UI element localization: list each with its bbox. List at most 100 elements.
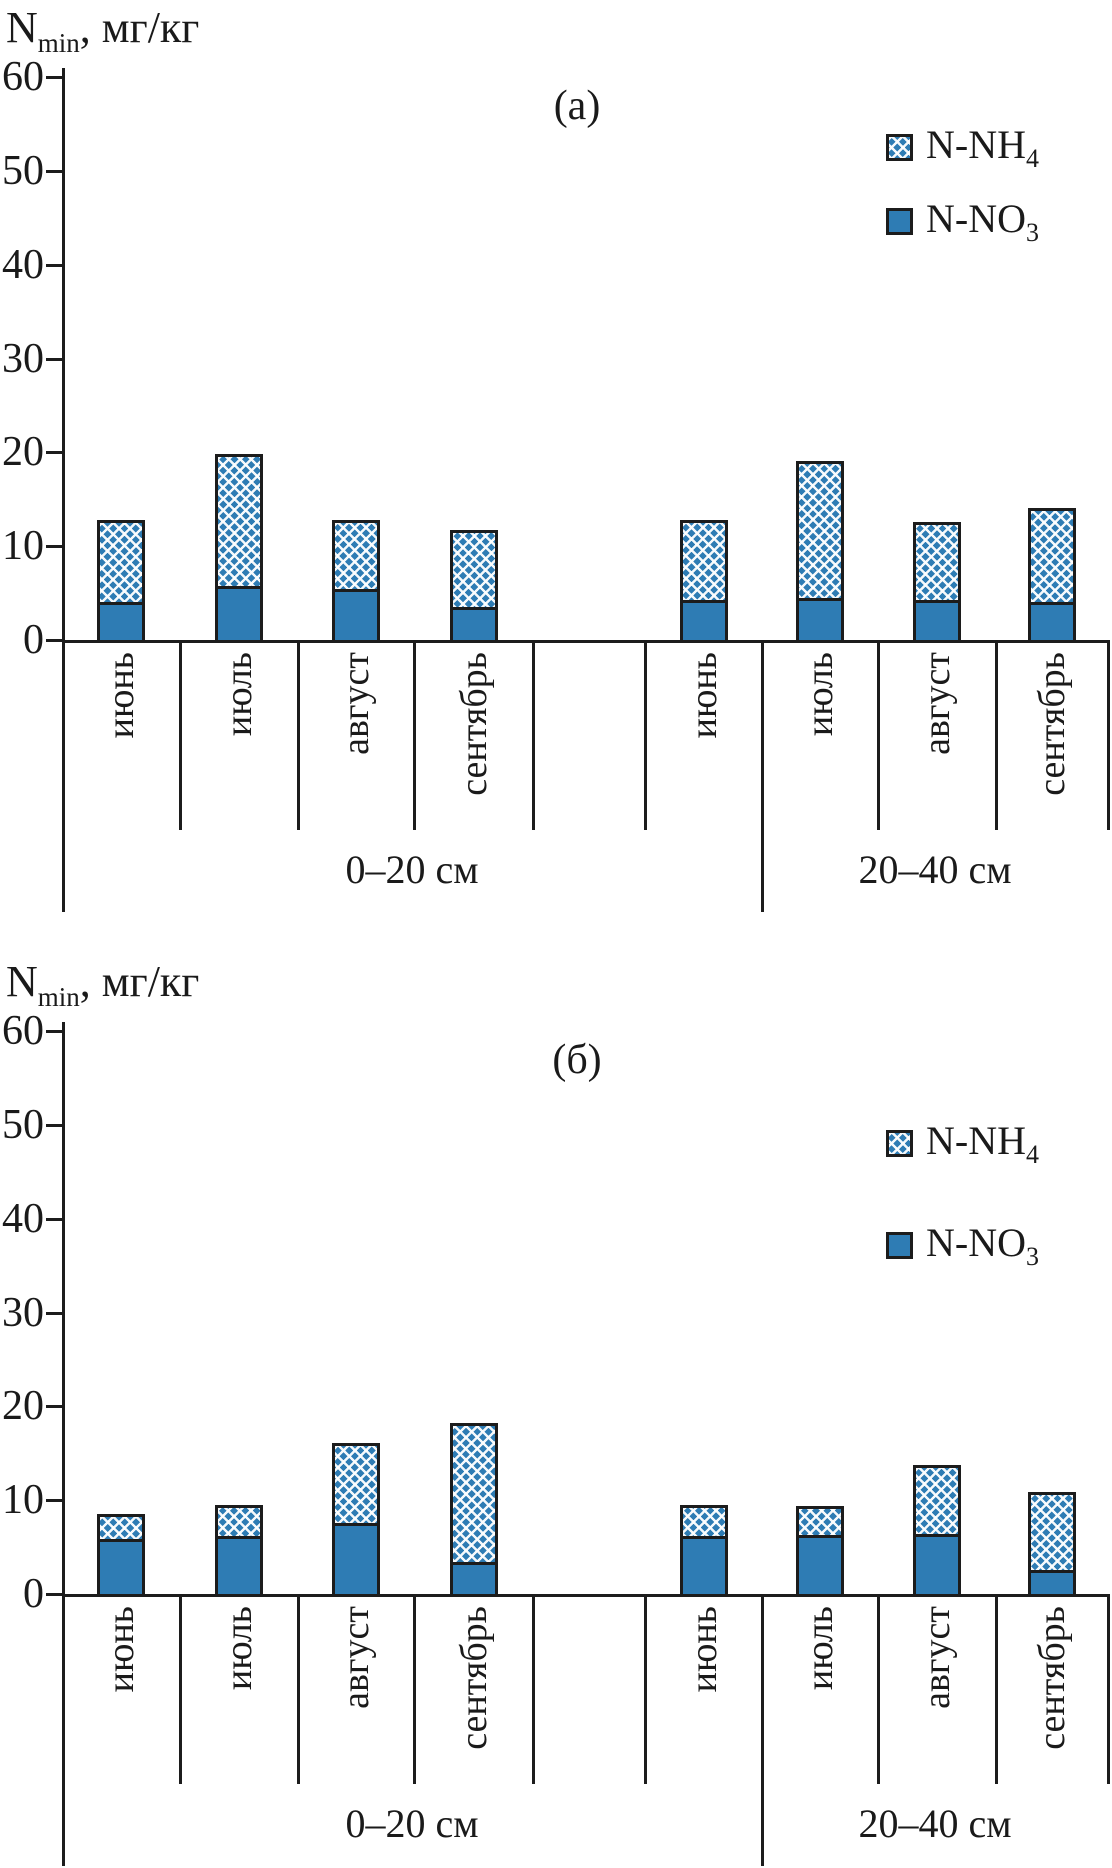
bar-segment-nh4 <box>682 523 725 603</box>
stacked-bar <box>679 520 728 643</box>
month-separator-line <box>532 1594 535 1784</box>
stacked-bar <box>796 1506 844 1597</box>
stacked-bar <box>449 530 498 643</box>
bar-segment-nh4 <box>682 1508 725 1539</box>
stacked-bar <box>1028 1492 1076 1597</box>
bar-segment-no3 <box>100 605 142 640</box>
bar-segment-no3 <box>799 601 841 640</box>
y-tick-label: 30 <box>2 1289 44 1336</box>
panel-a: Nmin, мг/кг (а) N-NH4 N-NO3 0 10 20 30 40 50 6… <box>0 0 1112 914</box>
y-tick <box>46 639 62 642</box>
month-separator-line <box>995 1594 998 1784</box>
month-label: июль <box>218 652 260 737</box>
y-tick-label: 0 <box>23 1571 44 1617</box>
month-separator-line <box>532 640 535 830</box>
legend-label: N-NH4 <box>926 121 1039 173</box>
y-tick <box>46 1123 62 1127</box>
month-label: июнь <box>100 1606 142 1693</box>
bar-segment-nh4 <box>335 523 377 592</box>
month-separator-line <box>413 640 416 830</box>
bar-segment-nh4 <box>335 1446 377 1526</box>
bar-segment-no3 <box>218 589 260 640</box>
y-tick-label: 50 <box>2 1101 44 1148</box>
month-separator-line <box>644 640 647 830</box>
y-tick <box>46 1405 62 1409</box>
depth-group-label: 0–20 см <box>345 1801 479 1846</box>
month-label-cell: август <box>298 652 414 830</box>
legend-label: N-NO3 <box>926 1219 1039 1271</box>
bar-segment-no3 <box>218 1539 260 1594</box>
bar-segment-nh4 <box>799 1509 841 1538</box>
panel-title: (б) <box>552 1037 602 1083</box>
y-tick-label: 40 <box>2 241 44 288</box>
month-separator-line <box>1107 640 1110 830</box>
legend-label: N-NH4 <box>926 1117 1039 1169</box>
legend-swatch-solid-icon <box>886 207 913 235</box>
stacked-bar <box>215 454 263 643</box>
month-label-cell: июнь <box>62 652 180 830</box>
bar-segment-no3 <box>799 1538 841 1594</box>
stacked-bar <box>215 1505 263 1597</box>
month-label: июль <box>218 1606 260 1691</box>
bar-segment-no3 <box>335 592 377 640</box>
y-tick <box>46 263 62 267</box>
legend: N-NH4 N-NO3 <box>886 1118 1039 1271</box>
month-label: июнь <box>682 1606 725 1693</box>
legend-item-no3: N-NO3 <box>886 1220 1039 1271</box>
bar-segment-no3 <box>335 1526 377 1594</box>
bar-segment-no3 <box>1031 1573 1073 1594</box>
month-label: август <box>916 652 958 755</box>
month-label: август <box>916 1606 958 1709</box>
bar-segment-no3 <box>916 1537 958 1594</box>
legend-label: N-NO3 <box>926 195 1039 247</box>
bar-segment-no3 <box>452 1565 495 1594</box>
bar-segment-no3 <box>682 1539 725 1594</box>
y-tick-label: 10 <box>2 523 44 570</box>
month-label-cell: июнь <box>645 652 762 830</box>
month-separator-line <box>179 1594 182 1784</box>
y-tick <box>46 1593 62 1596</box>
month-label: сентябрь <box>1031 652 1073 796</box>
legend-swatch-crosshatch-icon <box>886 1129 913 1157</box>
x-axis-line <box>62 640 1108 643</box>
month-label-cell: август <box>878 652 996 830</box>
month-label: июль <box>799 652 841 737</box>
bar-segment-nh4 <box>218 1508 260 1539</box>
stacked-bar <box>97 520 145 643</box>
bar-segment-nh4 <box>1031 511 1073 605</box>
y-tick-label: 10 <box>2 1477 44 1524</box>
y-tick-label: 60 <box>2 54 44 101</box>
legend-swatch-crosshatch-icon <box>886 133 913 161</box>
month-label: июль <box>799 1606 841 1691</box>
bar-segment-no3 <box>100 1542 142 1594</box>
month-label-cell: сентябрь <box>996 1606 1108 1784</box>
month-label-cell: июнь <box>62 1606 180 1784</box>
month-label-cell: июль <box>180 652 298 830</box>
panel-title: (а) <box>553 83 601 129</box>
legend-item-nh4: N-NH4 <box>886 1118 1039 1169</box>
month-label: сентябрь <box>1031 1606 1073 1750</box>
y-tick-label: 20 <box>2 1383 44 1430</box>
bar-segment-nh4 <box>452 533 495 610</box>
y-axis-line <box>62 1022 65 1866</box>
month-separator-line <box>297 1594 300 1784</box>
month-label-cell: август <box>878 1606 996 1784</box>
bar-segment-nh4 <box>100 523 142 605</box>
legend-swatch-solid-icon <box>886 1231 913 1259</box>
y-tick-label: 40 <box>2 1195 44 1242</box>
stacked-bar <box>679 1505 728 1597</box>
bar-segment-nh4 <box>916 525 958 603</box>
month-label-cell: сентябрь <box>414 1606 533 1784</box>
stacked-bar <box>332 1443 380 1597</box>
month-label: сентябрь <box>452 652 495 796</box>
y-tick-label: 30 <box>2 335 44 382</box>
y-tick-label: 60 <box>2 1008 44 1055</box>
month-separator-line <box>877 640 880 830</box>
month-label-cell: сентябрь <box>996 652 1108 830</box>
depth-group-label: 20–40 см <box>858 1801 1012 1846</box>
month-label-cell: сентябрь <box>414 652 533 830</box>
y-tick <box>46 545 62 549</box>
bar-segment-nh4 <box>218 457 260 589</box>
group-divider-line <box>761 1594 764 1866</box>
stacked-bar <box>332 520 380 643</box>
